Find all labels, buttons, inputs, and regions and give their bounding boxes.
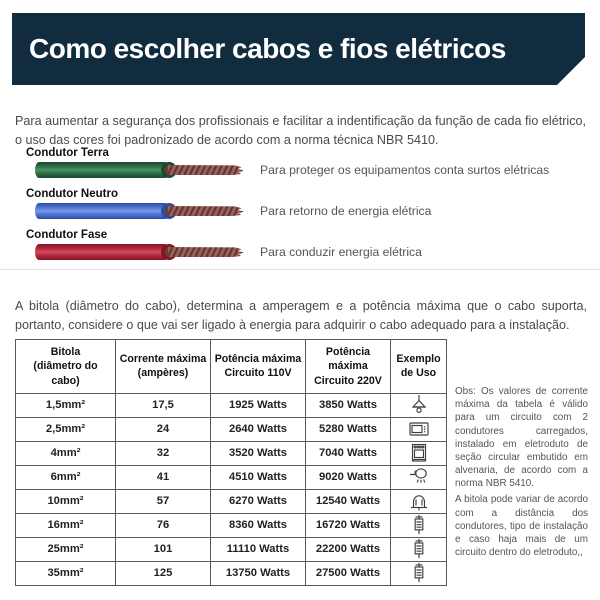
table-cell-example [390, 464, 447, 490]
table-cell-bitola: 25mm² [15, 536, 116, 562]
table-cell-corrente: 41 [115, 464, 211, 490]
copper-strands [168, 247, 244, 257]
table-cell-watts220: 7040 Watts [305, 440, 391, 466]
table-cell-bitola: 16mm² [15, 512, 116, 538]
table-header-cell: Potência máxima Circuito 220V [305, 339, 391, 394]
table-cell-bitola: 35mm² [15, 560, 116, 586]
conductor-description: Para conduzir energia elétrica [260, 245, 422, 259]
table-row: 16mm² 76 8360 Watts 16720 Watts [15, 512, 447, 538]
table-cell-watts220: 12540 Watts [305, 488, 391, 514]
cable-insulation [35, 162, 169, 178]
conductor-description: Para retorno de energia elétrica [260, 204, 432, 218]
conductor-row: Condutor Terra Para proteger os equipamen… [15, 147, 587, 179]
table-header-cell: Bitola (diâmetro do cabo) [15, 339, 116, 394]
table-row: 6mm² 41 4510 Watts 9020 Watts [15, 464, 447, 490]
table-cell-bitola: 2,5mm² [15, 416, 116, 442]
table-cell-example [390, 488, 447, 514]
conductor-label: Condutor Fase [26, 229, 108, 241]
conductor-label: Condutor Neutro [26, 188, 118, 200]
observations-note: Obs: Os valores de corrente máxima da ta… [455, 385, 588, 562]
table-cell-watts110: 11110 Watts [210, 536, 306, 562]
table-cell-corrente: 125 [115, 560, 211, 586]
table-row: 10mm² 57 6270 Watts 12540 Watts [15, 488, 447, 514]
table-cell-example [390, 536, 447, 562]
table-header-row: Bitola (diâmetro do cabo) Corrente máxima… [15, 339, 447, 394]
cable-illustration [35, 202, 247, 220]
utility-pole-icon [414, 563, 423, 583]
utility-pole-icon [414, 515, 423, 535]
conductor-body: Para retorno de energia elétrica [15, 202, 587, 220]
table-cell-corrente: 24 [115, 416, 211, 442]
table-cell-watts110: 2640 Watts [210, 416, 306, 442]
cable-illustration [35, 161, 247, 179]
table-cell-example [390, 560, 447, 586]
table-header-cell: Corrente máxima (ampères) [115, 339, 211, 394]
table-cell-watts110: 13750 Watts [210, 560, 306, 586]
table-cell-bitola: 1,5mm² [15, 392, 116, 418]
section-divider [0, 269, 600, 270]
conductor-label: Condutor Terra [26, 147, 109, 159]
table-cell-bitola: 4mm² [15, 440, 116, 466]
table-cell-watts220: 9020 Watts [305, 464, 391, 490]
table-row: 4mm² 32 3520 Watts 7040 Watts [15, 440, 447, 466]
table-cell-corrente: 57 [115, 488, 211, 514]
table-cell-corrente: 101 [115, 536, 211, 562]
conductor-row: Condutor Neutro Para retorno de energia e… [15, 188, 587, 220]
conductor-body: Para proteger os equipamentos conta surt… [15, 161, 587, 179]
table-cell-watts110: 4510 Watts [210, 464, 306, 490]
table-header-cell: Potência máxima Circuito 110V [210, 339, 306, 394]
cable-insulation [35, 203, 169, 219]
conductor-row: Condutor Fase Para conduzir energia elétr… [15, 229, 587, 261]
table-cell-corrente: 76 [115, 512, 211, 538]
table-cell-example [390, 392, 447, 418]
table-cell-watts220: 16720 Watts [305, 512, 391, 538]
table-row: 1,5mm² 17,5 1925 Watts 3850 Watts [15, 392, 447, 418]
electric-shower-icon [409, 468, 427, 484]
gauge-spec-table: Bitola (diâmetro do cabo) Corrente máxima… [15, 339, 447, 586]
bitola-paragraph: A bitola (diâmetro do cabo), determina a… [15, 298, 587, 333]
table-header-cell: Exemplo de Uso [390, 339, 447, 394]
cable-insulation [35, 244, 169, 260]
table-cell-watts220: 22200 Watts [305, 536, 391, 562]
copper-strands [168, 206, 244, 216]
table-cell-example [390, 440, 447, 466]
table-row: 2,5mm² 24 2640 Watts 5280 Watts [15, 416, 447, 442]
table-cell-watts220: 27500 Watts [305, 560, 391, 586]
table-cell-corrente: 32 [115, 440, 211, 466]
utility-pole-icon [414, 539, 423, 559]
table-cell-watts220: 5280 Watts [305, 416, 391, 442]
microwave-icon [408, 422, 429, 436]
conductor-body: Para conduzir energia elétrica [15, 243, 587, 261]
washing-machine-icon [410, 495, 427, 511]
note-paragraph-2: A bitola pode variar de acordo com a dis… [455, 494, 588, 559]
stove-icon [411, 444, 426, 462]
conductor-description: Para proteger os equipamentos conta surt… [260, 163, 550, 177]
conductors-section: Condutor Terra Para proteger os equipamen… [15, 147, 587, 270]
table-cell-example [390, 416, 447, 442]
copper-strands [168, 165, 244, 175]
table-cell-watts110: 6270 Watts [210, 488, 306, 514]
table-cell-watts110: 3520 Watts [210, 440, 306, 466]
table-cell-watts110: 1925 Watts [210, 392, 306, 418]
note-paragraph-1: Obs: Os valores de corrente máxima da ta… [455, 386, 588, 490]
title-banner: Como escolher cabos e fios elétricos [12, 13, 585, 85]
table-cell-corrente: 17,5 [115, 392, 211, 418]
table-cell-watts220: 3850 Watts [305, 392, 391, 418]
intro-paragraph: Para aumentar a segurança dos profission… [15, 113, 586, 147]
table-row: 35mm² 125 13750 Watts 27500 Watts [15, 560, 447, 586]
table-cell-bitola: 10mm² [15, 488, 116, 514]
table-row: 25mm² 101 11110 Watts 22200 Watts [15, 536, 447, 562]
table-cell-bitola: 6mm² [15, 464, 116, 490]
table-cell-example [390, 512, 447, 538]
page-title: Como escolher cabos e fios elétricos [29, 33, 506, 64]
table-cell-watts110: 8360 Watts [210, 512, 306, 538]
pendant-lamp-icon [411, 395, 426, 414]
cable-illustration [35, 243, 247, 261]
